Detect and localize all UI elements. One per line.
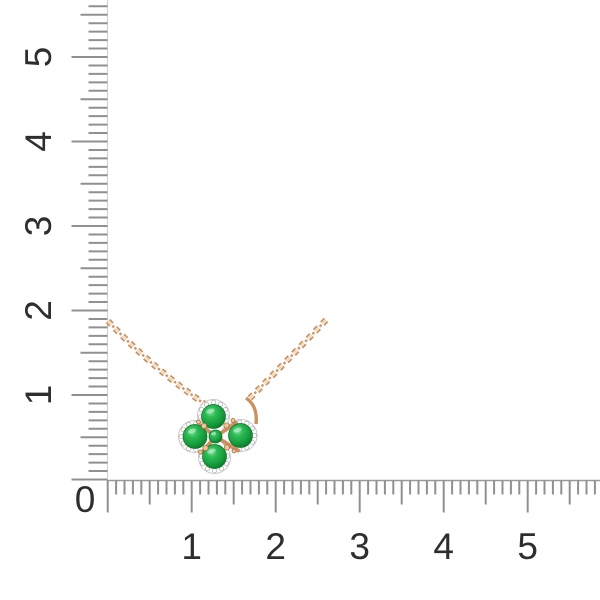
emerald-stones [182,404,253,469]
emerald-right [228,423,253,448]
v-ruler-label-4: 4 [18,131,59,152]
emerald-left [182,424,208,449]
emerald-top [201,404,226,429]
v-ruler-label-2: 2 [18,300,59,321]
necklace-chain [105,317,329,425]
ruler-origin-label: 0 [75,479,96,520]
h-ruler-label-2: 2 [265,526,286,567]
h-ruler-label-1: 1 [181,526,202,567]
emerald-bottom [202,444,227,469]
v-ruler-label-3: 3 [18,216,59,237]
clover-pendant [178,399,258,474]
horizontal-ruler: 1 2 3 4 5 [106,479,600,567]
gold-prong-tips [196,418,237,455]
h-ruler-label-3: 3 [349,526,370,567]
chain-left [105,318,208,408]
v-ruler-label-1: 1 [18,385,59,406]
emerald-center [208,429,223,444]
v-ruler-label-5: 5 [18,47,59,68]
vertical-ruler: 1 2 3 4 5 [18,0,108,481]
gold-prong-arms [199,421,240,454]
h-ruler-label-4: 4 [433,526,454,567]
chain-right [245,317,329,403]
chain-bail-behind-pendant [244,396,258,425]
h-ruler-label-5: 5 [517,526,538,567]
